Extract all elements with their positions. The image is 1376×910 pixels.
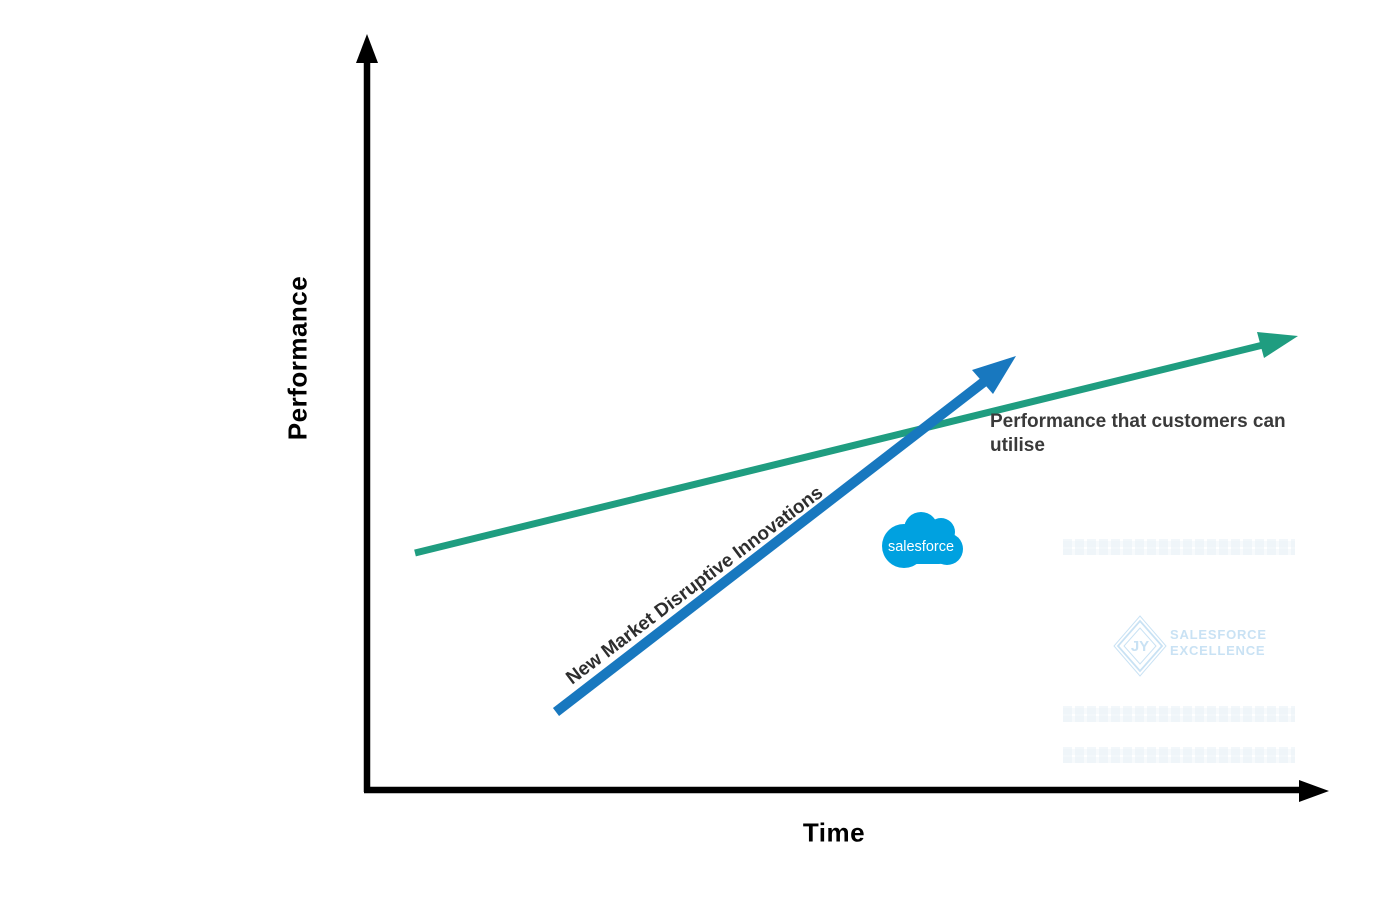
y-axis-arrowhead-icon (356, 34, 378, 63)
watermark-diamond-outer (1113, 615, 1167, 677)
axes (356, 34, 1329, 802)
customer-performance-arrowhead-icon (1257, 332, 1298, 358)
watermark-monogram: JY (1131, 638, 1149, 655)
watermark-diamond-middle (1116, 619, 1164, 673)
new-market-line-segment (552, 377, 989, 716)
salesforce-logo-text: salesforce (888, 539, 954, 555)
watermark-diamond: JY (1113, 615, 1167, 677)
x-axis-label: Time (802, 817, 866, 848)
salesforce-cloud-icon (882, 512, 963, 568)
watermark-text-line2: EXCELLENCE (1170, 643, 1266, 658)
watermark-texture-band (1063, 747, 1295, 763)
y-axis-label: Performance (282, 275, 313, 441)
watermark-texture-band (1063, 706, 1295, 722)
new-market-line (552, 356, 1016, 716)
new-market-arrowhead-icon (972, 356, 1016, 394)
customer-performance-line-segment (414, 341, 1264, 557)
customer-performance-label: Performance that customers can utilise (990, 411, 1286, 456)
customer-performance-line (414, 332, 1298, 557)
watermark-texture-band (1063, 539, 1295, 555)
x-axis-arrowhead-icon (1299, 780, 1329, 802)
salesforce-logo: salesforce (882, 512, 963, 568)
watermark-diamond-inner (1123, 627, 1157, 665)
watermark-text-line1: SALESFORCE (1170, 627, 1267, 642)
